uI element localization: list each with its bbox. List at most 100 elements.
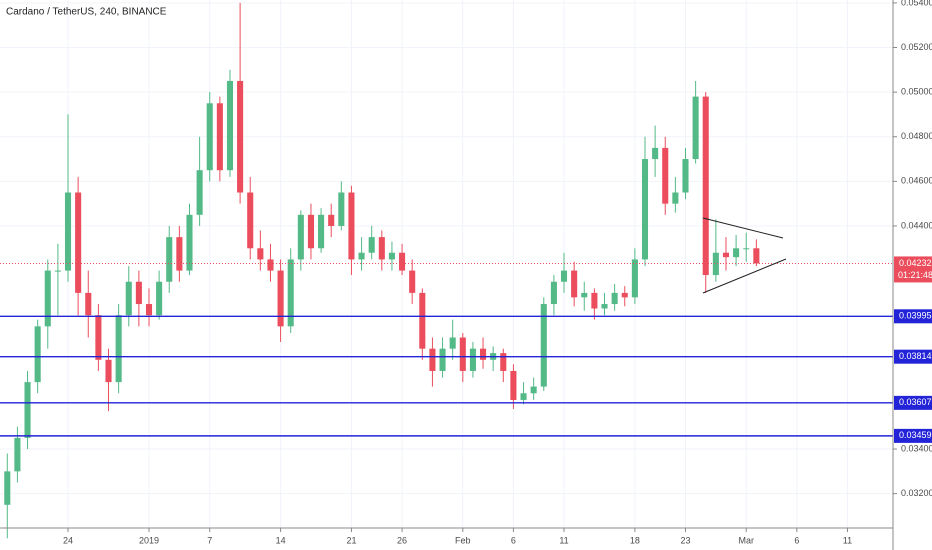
x-tick-label: 7 bbox=[207, 535, 212, 545]
candle-body bbox=[358, 252, 365, 260]
x-tick-label: 14 bbox=[276, 535, 286, 545]
candle-body bbox=[621, 292, 628, 298]
candle-body bbox=[641, 159, 649, 260]
candle-body bbox=[75, 192, 82, 293]
price-level-label-box bbox=[894, 428, 932, 443]
y-tick-label: 0.05000 bbox=[901, 87, 932, 97]
triangle-lower bbox=[702, 258, 787, 294]
candle-body bbox=[733, 248, 740, 258]
candle-body bbox=[692, 96, 699, 160]
candle-body bbox=[449, 337, 456, 349]
candle-body bbox=[571, 270, 578, 298]
x-tick-label: 24 bbox=[63, 535, 73, 545]
candle-body bbox=[257, 248, 264, 260]
candle-body bbox=[712, 252, 719, 276]
candle-body bbox=[318, 214, 325, 249]
candle-body bbox=[520, 393, 527, 400]
candle-body bbox=[682, 159, 689, 193]
x-tick-label: Mar bbox=[738, 535, 754, 545]
x-tick-label: 2019 bbox=[139, 535, 159, 545]
candle-body bbox=[459, 337, 466, 371]
candle-body bbox=[510, 370, 517, 400]
candle-body bbox=[14, 437, 21, 472]
countdown-label: 01:21:48 bbox=[898, 270, 932, 280]
candle-body bbox=[156, 281, 163, 316]
candles bbox=[0, 2, 893, 539]
candle-body bbox=[631, 259, 638, 298]
candle-body bbox=[722, 252, 730, 258]
price-level-label: 0.03607 bbox=[899, 397, 932, 407]
x-tick-label: 6 bbox=[794, 535, 799, 545]
candle-body bbox=[743, 248, 750, 250]
candle-body bbox=[540, 304, 547, 387]
candle-body bbox=[307, 214, 314, 249]
x-tick-label: 18 bbox=[630, 535, 640, 545]
y-tick-label: 0.05400 bbox=[901, 0, 932, 7]
candle-body bbox=[4, 471, 11, 505]
candle-body bbox=[611, 292, 618, 305]
price-level-label-box bbox=[894, 349, 932, 364]
price-level-label: 0.03814 bbox=[899, 351, 932, 361]
candle-body bbox=[54, 270, 61, 272]
y-tick-label: 0.03200 bbox=[901, 488, 932, 498]
candle-body bbox=[368, 237, 375, 253]
candle-body bbox=[166, 237, 173, 282]
candle-body bbox=[24, 382, 31, 438]
candle-body bbox=[277, 270, 284, 327]
candle-body bbox=[530, 386, 537, 394]
candle-body bbox=[500, 353, 507, 371]
x-tick-label: 6 bbox=[511, 535, 516, 545]
candle-body bbox=[469, 348, 476, 371]
candle-body bbox=[247, 192, 254, 249]
last-price-box bbox=[894, 256, 932, 283]
candle-body bbox=[226, 80, 234, 171]
price-level-label-box bbox=[894, 395, 932, 410]
candle-body bbox=[662, 147, 669, 204]
candle-body bbox=[429, 348, 436, 371]
x-tick-label: 26 bbox=[397, 535, 407, 545]
y-tick-label: 0.04800 bbox=[901, 131, 932, 141]
price-level-label: 0.03459 bbox=[899, 430, 932, 440]
candle-body bbox=[44, 270, 51, 327]
candle-body bbox=[105, 359, 112, 383]
candle-body bbox=[560, 270, 568, 282]
candle-body bbox=[135, 281, 142, 305]
axes: 0.05400 0.05200 0.05000 0.04800 0.04600 0.044… bbox=[63, 0, 932, 545]
x-tick-label: 11 bbox=[843, 535, 852, 545]
x-tick-label: Feb bbox=[455, 535, 471, 545]
y-tick-label: 0.05200 bbox=[901, 42, 932, 52]
candle-body bbox=[64, 192, 72, 271]
candle-body bbox=[702, 96, 709, 276]
price-level-label-box bbox=[894, 309, 932, 324]
candle-body bbox=[85, 292, 92, 316]
candle-body bbox=[591, 292, 598, 309]
candle-body bbox=[409, 270, 416, 293]
y-tick-label: 0.04600 bbox=[901, 176, 932, 186]
x-tick-label: 11 bbox=[559, 535, 568, 545]
candle-body bbox=[378, 237, 385, 260]
candle-body bbox=[581, 292, 588, 298]
candle-body bbox=[480, 348, 487, 360]
candle-body bbox=[216, 103, 223, 171]
candle-body bbox=[652, 147, 659, 160]
candle-body bbox=[196, 170, 203, 215]
candle-body bbox=[176, 237, 183, 271]
candle-body bbox=[753, 248, 760, 264]
candle-body bbox=[672, 192, 679, 204]
candle-body bbox=[439, 348, 446, 371]
candle-body bbox=[550, 281, 557, 305]
price-level-label: 0.03995 bbox=[899, 311, 932, 321]
candle-body bbox=[419, 292, 426, 349]
triangle-upper bbox=[702, 217, 784, 239]
candle-body bbox=[267, 259, 274, 271]
candle-body bbox=[145, 304, 153, 316]
candle-body bbox=[338, 192, 345, 226]
candle-body bbox=[95, 315, 102, 360]
chart-title: Cardano / TetherUS, 240, BINANCE bbox=[6, 7, 167, 18]
candle-body bbox=[287, 259, 294, 327]
candle-body bbox=[388, 252, 395, 260]
candle-body bbox=[125, 281, 132, 316]
candle-body bbox=[399, 252, 406, 271]
